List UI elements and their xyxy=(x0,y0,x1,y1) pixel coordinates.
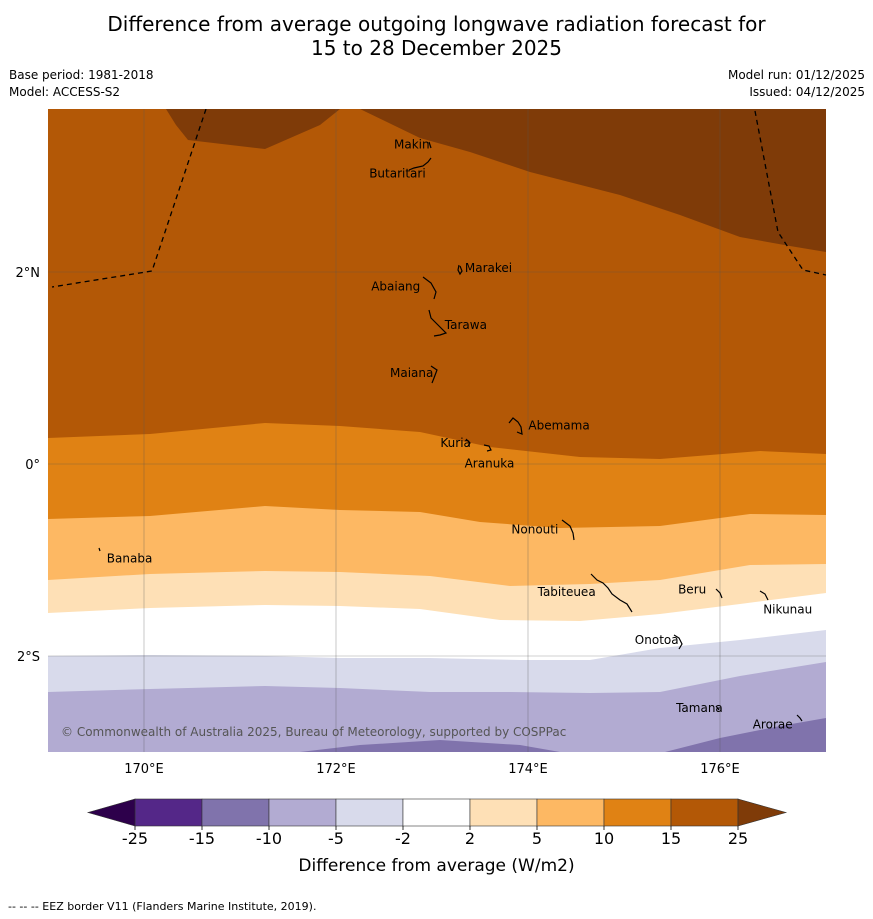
lon-tick-label: 172°E xyxy=(316,762,356,777)
island-label: Banaba xyxy=(107,551,153,565)
island-beru xyxy=(715,588,723,599)
lat-tick-label: 2°N xyxy=(16,266,41,281)
lon-tick-label: 170°E xyxy=(124,762,164,777)
lat-tick-label: 0° xyxy=(25,458,40,473)
colorbar-tick-label: 15 xyxy=(661,829,681,848)
meta-left: Base period: 1981-2018 Model: ACCESS-S2 xyxy=(9,68,154,102)
colorbar-tick-label: -5 xyxy=(328,829,344,848)
colorbar-extend-high xyxy=(737,798,788,827)
band-over-25 xyxy=(166,109,340,149)
island-label: Butaritari xyxy=(369,166,426,180)
island-tabiteuea xyxy=(590,573,633,613)
contour-fill-layer: Makin Butaritari Marakei Abaiang Tarawa Maian… xyxy=(48,109,826,752)
island-tarawa xyxy=(428,309,448,337)
base-period: Base period: 1981-2018 xyxy=(9,68,154,82)
island-label: Tarawa xyxy=(444,318,487,332)
colorbar-label: Difference from average (W/m2) xyxy=(298,856,574,876)
meta-right: Model run: 01/12/2025 Issued: 04/12/2025 xyxy=(728,68,865,102)
chart-title: Difference from average outgoing longwav… xyxy=(0,12,873,60)
eez-border-west xyxy=(51,109,207,288)
island-label: Makin xyxy=(394,137,430,151)
island-label: Onotoa xyxy=(635,633,679,647)
colorbar-tick-label: -15 xyxy=(189,829,215,848)
island-nonouti xyxy=(561,519,575,541)
island-kuria xyxy=(465,438,471,447)
island-makin xyxy=(428,141,432,149)
island-label: Beru xyxy=(678,583,706,597)
island-butaritari xyxy=(408,157,432,171)
band-minus15-minus10 xyxy=(300,740,560,752)
island-abemama xyxy=(508,417,523,435)
colorbar-bin xyxy=(402,798,471,827)
island-arorae xyxy=(796,714,803,722)
colorbar-tick-label: -25 xyxy=(122,829,148,848)
eez-footnote: -- -- -- EEZ border V11 (Flanders Marine… xyxy=(8,900,317,913)
colorbar-bin xyxy=(670,798,739,827)
island-outlines xyxy=(98,141,803,722)
colorbar-bin xyxy=(201,798,270,827)
island-labels: Makin Butaritari Marakei Abaiang Tarawa Maian… xyxy=(107,137,812,731)
island-label: Kuria xyxy=(440,436,471,450)
island-maiana xyxy=(430,365,438,384)
eez-border-east xyxy=(754,110,826,276)
colorbar-bin xyxy=(469,798,538,827)
island-label: Abaiang xyxy=(371,279,420,293)
model-name: Model: ACCESS-S2 xyxy=(9,85,121,99)
graticule xyxy=(48,109,826,752)
colorbar-tick-label: 2 xyxy=(465,829,475,848)
island-nikunau xyxy=(759,590,769,601)
colorbar-bin xyxy=(134,798,203,827)
island-label: Nikunau xyxy=(763,603,812,617)
band-over-25-east xyxy=(360,109,826,252)
copyright-text: © Commonwealth of Australia 2025, Bureau… xyxy=(61,725,566,739)
band-minus10-minus5 xyxy=(48,662,826,752)
island-onotoa xyxy=(673,634,683,650)
island-label: Tamana xyxy=(675,701,723,715)
issued-date: Issued: 04/12/2025 xyxy=(749,85,865,99)
colorbar-tick-label: 5 xyxy=(532,829,542,848)
island-marakei xyxy=(457,264,463,276)
colorbar-bin xyxy=(335,798,404,827)
title-line-2: 15 to 28 December 2025 xyxy=(310,36,562,60)
colorbar-tick-label: 10 xyxy=(594,829,614,848)
island-label: Abemama xyxy=(528,419,589,433)
island-banaba xyxy=(98,547,101,552)
colorbar: -25 -15 -10 -5 -2 2 5 10 15 25 Difference from av… xyxy=(86,798,788,876)
lon-tick-label: 176°E xyxy=(700,762,740,777)
colorbar-bin xyxy=(536,798,605,827)
colorbar-tick-label: -2 xyxy=(395,829,411,848)
colorbar-bin xyxy=(603,798,672,827)
island-label: Tabiteuea xyxy=(537,585,596,599)
island-label: Arorae xyxy=(753,717,793,731)
band-minus15-minus10-east xyxy=(665,718,826,752)
island-label: Maiana xyxy=(390,366,433,380)
title-line-1: Difference from average outgoing longwav… xyxy=(107,12,766,36)
island-label: Marakei xyxy=(465,261,512,275)
colorbar-tick-label: -10 xyxy=(256,829,282,848)
lat-tick-label: 2°S xyxy=(17,650,40,665)
colorbar-tick-label: 25 xyxy=(728,829,748,848)
model-run: Model run: 01/12/2025 xyxy=(727,68,865,82)
island-tamana xyxy=(715,705,720,711)
colorbar-bin xyxy=(268,798,337,827)
axis-labels: 170°E 172°E 174°E 176°E 2°N 0° 2°S xyxy=(16,266,740,777)
lon-tick-label: 174°E xyxy=(508,762,548,777)
island-label: Aranuka xyxy=(465,457,515,471)
island-abaiang xyxy=(422,276,437,300)
island-label: Nonouti xyxy=(511,522,558,536)
island-aranuka xyxy=(483,444,492,452)
colorbar-extend-low xyxy=(86,798,136,827)
